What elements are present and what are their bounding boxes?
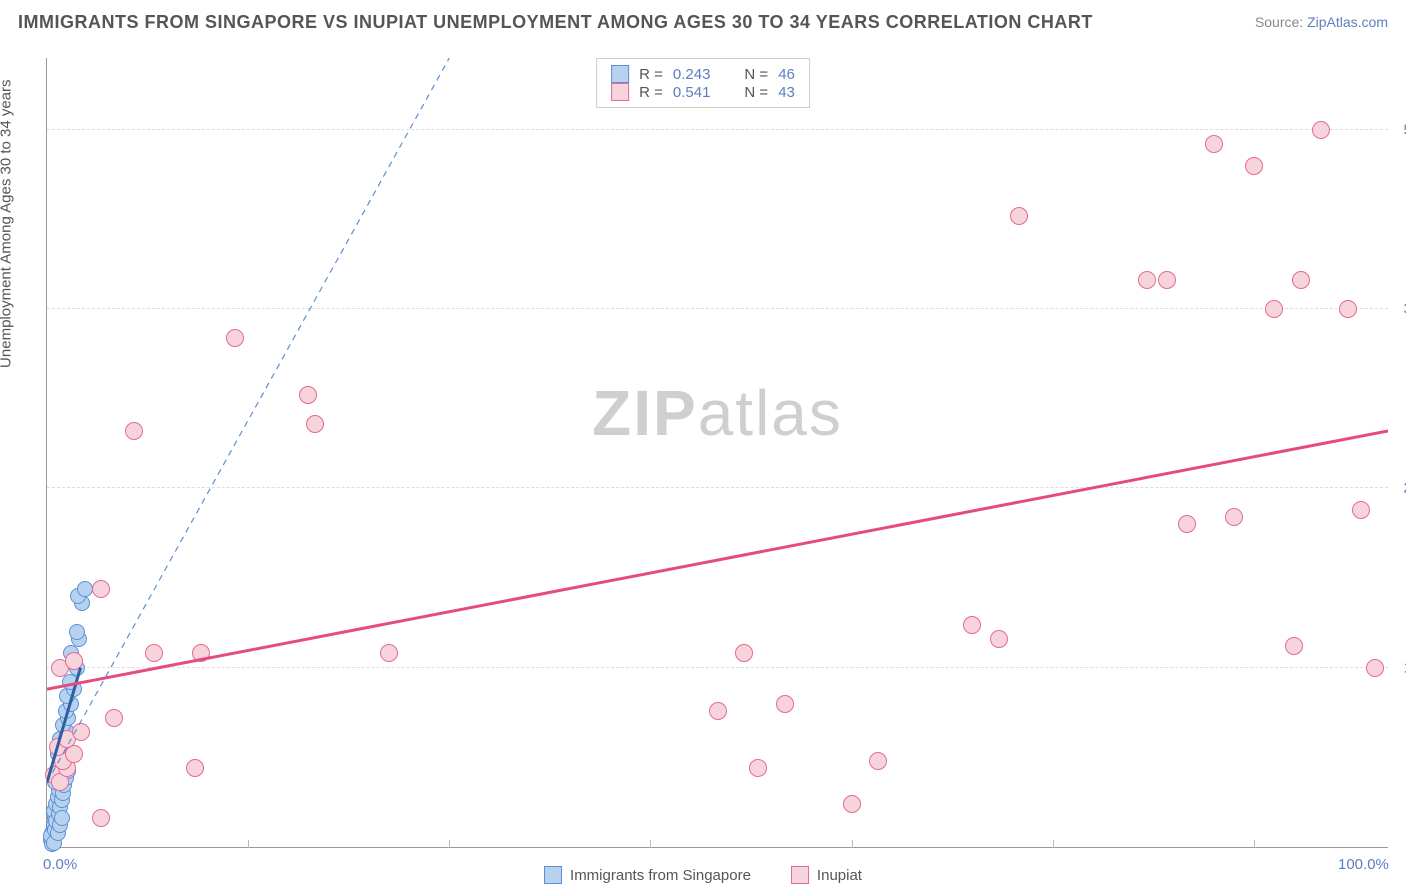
scatter-point xyxy=(749,759,767,777)
scatter-point xyxy=(226,329,244,347)
plot-area: ZIPatlas 12.5%25.0%37.5%50.0%0.0%100.0% xyxy=(46,58,1388,848)
legend-series-item: Immigrants from Singapore xyxy=(544,866,751,884)
watermark: ZIPatlas xyxy=(592,376,843,450)
legend-swatch xyxy=(544,866,562,884)
scatter-point xyxy=(105,709,123,727)
watermark-bold: ZIP xyxy=(592,377,698,449)
watermark-light: atlas xyxy=(698,377,843,449)
legend-swatch xyxy=(611,65,629,83)
scatter-point xyxy=(192,644,210,662)
legend-r-value: 0.541 xyxy=(673,84,711,101)
scatter-point xyxy=(380,644,398,662)
scatter-point xyxy=(186,759,204,777)
scatter-point xyxy=(62,674,78,690)
scatter-point xyxy=(92,809,110,827)
gridline-horizontal xyxy=(47,487,1388,488)
gridline-vertical xyxy=(852,840,853,848)
legend-series: Immigrants from Singapore Inupiat xyxy=(544,866,862,884)
legend-series-item: Inupiat xyxy=(791,866,862,884)
legend-correlation-box: R = 0.243 N = 46 R = 0.541 N = 43 xyxy=(596,58,810,108)
title-bar: IMMIGRANTS FROM SINGAPORE VS INUPIAT UNE… xyxy=(0,0,1406,44)
gridline-vertical xyxy=(1053,840,1054,848)
legend-r-label: R = xyxy=(639,84,663,101)
scatter-point xyxy=(1339,300,1357,318)
gridline-horizontal xyxy=(47,308,1388,309)
scatter-point xyxy=(69,624,85,640)
scatter-point xyxy=(1010,207,1028,225)
y-tick-label: 50.0% xyxy=(1396,121,1406,138)
scatter-point xyxy=(1138,271,1156,289)
scatter-point xyxy=(92,580,110,598)
legend-swatch xyxy=(791,866,809,884)
trend-lines-layer xyxy=(47,58,1388,847)
scatter-point xyxy=(1312,121,1330,139)
scatter-point xyxy=(963,616,981,634)
y-axis-label: Unemployment Among Ages 30 to 34 years xyxy=(0,79,15,368)
legend-series-name: Immigrants from Singapore xyxy=(570,867,751,884)
x-tick-label: 0.0% xyxy=(43,856,77,873)
scatter-point xyxy=(1352,501,1370,519)
legend-n-value: 46 xyxy=(778,66,795,83)
legend-n-label: N = xyxy=(744,66,768,83)
gridline-horizontal xyxy=(47,667,1388,668)
scatter-point xyxy=(990,630,1008,648)
source-prefix: Source: xyxy=(1255,14,1307,30)
y-tick-label: 25.0% xyxy=(1396,480,1406,497)
gridline-vertical xyxy=(650,840,651,848)
legend-swatch xyxy=(611,83,629,101)
legend-n-value: 43 xyxy=(778,84,795,101)
scatter-point xyxy=(869,752,887,770)
legend-n-label: N = xyxy=(744,84,768,101)
scatter-point xyxy=(125,422,143,440)
scatter-point xyxy=(306,415,324,433)
gridline-vertical xyxy=(1254,840,1255,848)
gridline-vertical xyxy=(449,840,450,848)
scatter-point xyxy=(54,810,70,826)
scatter-point xyxy=(1245,157,1263,175)
scatter-point xyxy=(145,644,163,662)
trend-line xyxy=(47,431,1388,689)
y-tick-label: 12.5% xyxy=(1396,659,1406,676)
scatter-point xyxy=(1292,271,1310,289)
legend-correlation-row: R = 0.243 N = 46 xyxy=(611,65,795,83)
scatter-point xyxy=(299,386,317,404)
scatter-point xyxy=(1225,508,1243,526)
scatter-point xyxy=(1265,300,1283,318)
gridline-horizontal xyxy=(47,129,1388,130)
legend-series-name: Inupiat xyxy=(817,867,862,884)
legend-r-value: 0.243 xyxy=(673,66,711,83)
gridline-vertical xyxy=(248,840,249,848)
scatter-point xyxy=(843,795,861,813)
scatter-point xyxy=(1285,637,1303,655)
scatter-point xyxy=(1205,135,1223,153)
legend-r-label: R = xyxy=(639,66,663,83)
scatter-point xyxy=(735,644,753,662)
y-tick-label: 37.5% xyxy=(1396,301,1406,318)
scatter-point xyxy=(1366,659,1384,677)
source-link[interactable]: ZipAtlas.com xyxy=(1307,14,1388,30)
legend-correlation-row: R = 0.541 N = 43 xyxy=(611,83,795,101)
scatter-point xyxy=(72,723,90,741)
scatter-point xyxy=(709,702,727,720)
scatter-point xyxy=(1178,515,1196,533)
trend-line xyxy=(47,58,449,782)
chart-title: IMMIGRANTS FROM SINGAPORE VS INUPIAT UNE… xyxy=(18,12,1093,33)
x-tick-label: 100.0% xyxy=(1338,856,1389,873)
scatter-point xyxy=(776,695,794,713)
scatter-point xyxy=(1158,271,1176,289)
scatter-point xyxy=(77,581,93,597)
scatter-point xyxy=(65,652,83,670)
source-attribution: Source: ZipAtlas.com xyxy=(1255,14,1388,30)
